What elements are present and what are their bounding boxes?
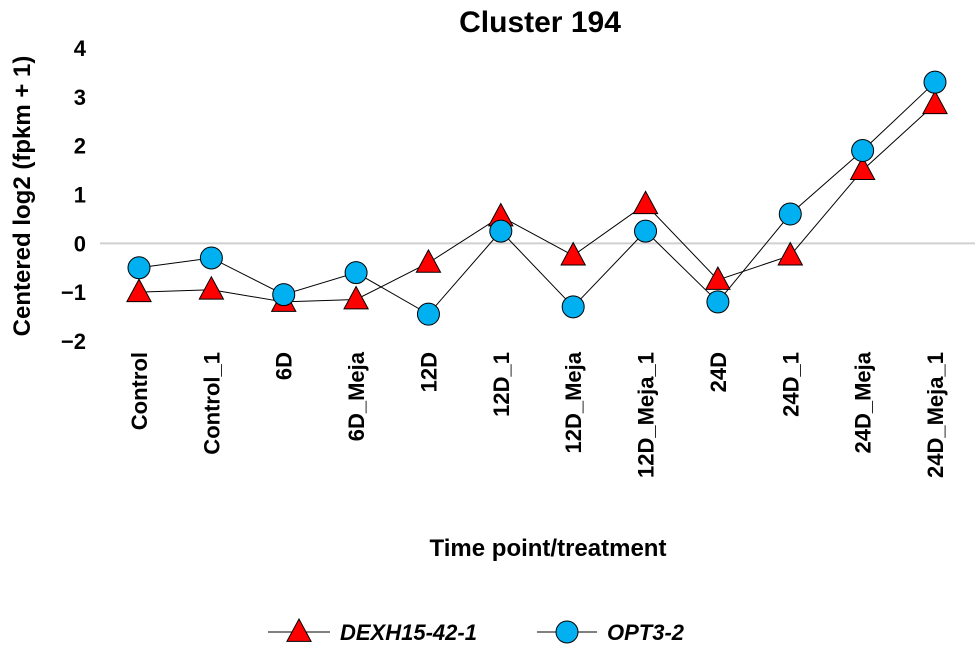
x-tick-label: 12D_Meja_1 [634,352,659,478]
data-point-circle [561,295,585,319]
data-point-triangle [198,275,225,300]
x-tick-labels: Control Control_1 6D 6D_Meja 12D 12D_1 12D_Mej… [127,351,948,478]
x-tick-label: 6D [272,352,297,380]
series-markers [126,70,948,326]
data-point-triangle [126,278,152,303]
data-point-circle [778,202,802,226]
x-tick-label: 24D_Meja [851,351,876,453]
data-point-triangle [632,190,659,215]
y-axis-label: Centered log2 (fpkm + 1) [9,56,36,337]
data-point-circle [851,139,875,163]
data-point-circle [489,219,513,243]
legend-label: OPT3-2 [607,620,685,645]
legend: DEXH15-42-1 OPT3-2 [268,617,685,645]
data-point-circle [706,290,730,314]
legend-triangle-marker [286,617,312,642]
data-point-circle [416,302,440,326]
x-tick-label: 24D_1 [778,352,803,417]
x-tick-label: 12D [416,352,441,392]
data-point-circle [272,283,296,307]
legend-label: DEXH15-42-1 [340,620,477,645]
data-point-triangle [777,241,804,266]
x-tick-label: 12D_Meja [561,351,586,453]
data-point-triangle [560,241,587,266]
x-tick-label: 6D_Meja [344,351,369,441]
series-lines [138,81,936,315]
x-tick-label: 12D_1 [489,352,514,417]
y-tick-labels: 4 3 2 1 0 −1 −2 [61,36,87,354]
data-point-triangle [704,265,731,290]
x-tick-label: 24D_Meja_1 [923,352,948,478]
y-tick-label: −1 [61,280,86,305]
x-tick-label: Control_1 [199,352,224,455]
y-tick-label: 3 [74,85,86,110]
data-point-triangle [922,90,948,115]
y-tick-label: 1 [74,183,86,208]
y-tick-label: 2 [74,134,86,159]
data-point-circle [923,70,947,94]
y-tick-label: 4 [74,36,87,61]
x-tick-label: 24D [706,352,731,392]
series-line [138,103,936,303]
y-tick-label: 0 [74,231,86,256]
legend-circle-marker [555,620,579,644]
series-line [138,81,936,315]
y-tick-label: −2 [61,329,86,354]
data-point-circle [127,256,151,280]
chart-title: Cluster 194 [459,6,621,39]
data-point-triangle [415,248,442,273]
x-axis-label: Time point/treatment [430,535,667,562]
data-point-circle [199,246,223,270]
x-tick-label: Control [127,352,152,430]
data-point-circle [344,261,368,285]
data-point-circle [634,219,658,243]
data-point-triangle [343,285,370,310]
data-point-triangle [849,156,876,180]
